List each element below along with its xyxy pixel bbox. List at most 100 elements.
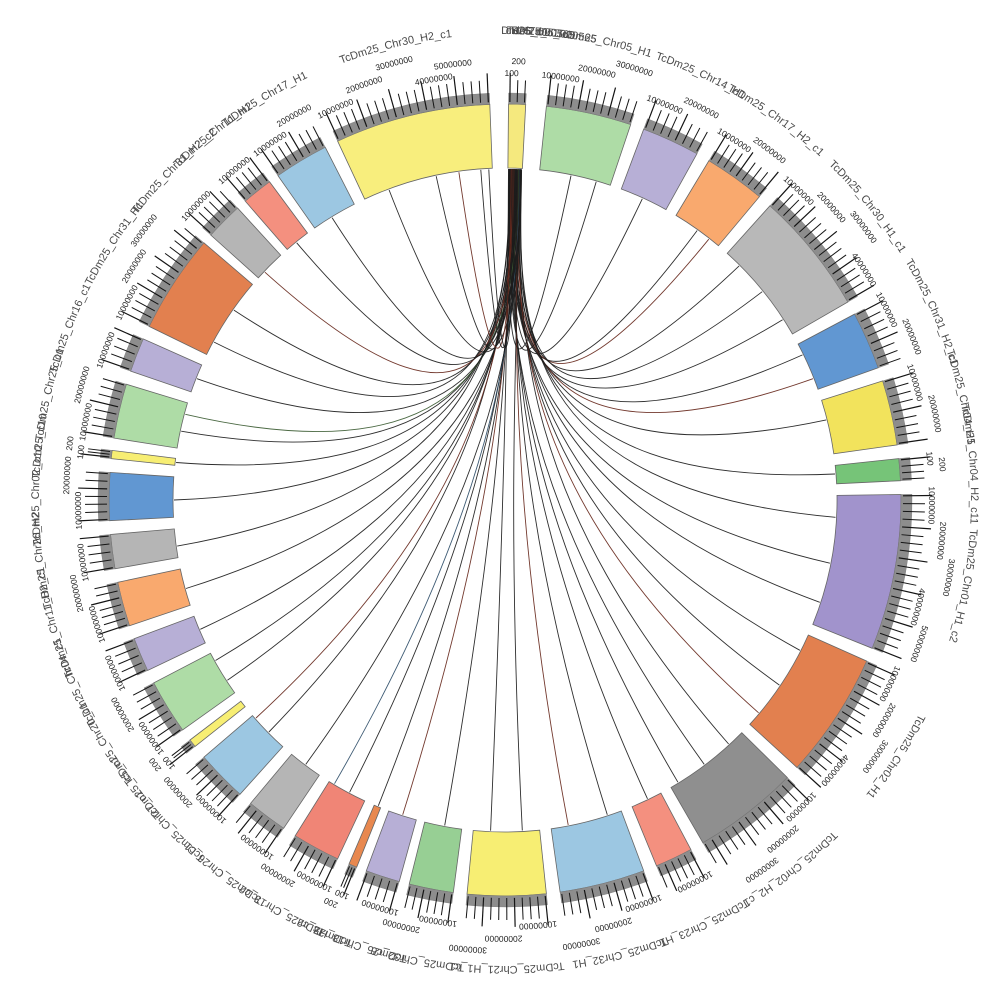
axis-tick — [837, 717, 863, 735]
axis-tick — [219, 190, 236, 208]
axis-tick — [664, 864, 678, 892]
tick-label-textpath: 200 — [64, 435, 76, 451]
axis-tick — [121, 310, 149, 325]
segment-name-label-7: TcDm25_Chr04_H2_c11 — [958, 403, 980, 524]
axis-tick — [753, 172, 769, 190]
axis-tick — [832, 257, 857, 275]
axis-tick — [889, 390, 911, 398]
axis-tick — [118, 655, 139, 665]
axis-tick — [576, 891, 582, 914]
axis-tick — [366, 103, 375, 125]
axis-tick — [751, 811, 766, 830]
axis-tick — [620, 880, 629, 902]
axis-tick — [102, 378, 125, 386]
axis-tick — [635, 875, 644, 897]
axis-tick — [893, 405, 922, 413]
axis-tick — [884, 617, 913, 628]
tick-label: 20000000 — [751, 135, 788, 166]
tick-label-textpath: 100 — [505, 68, 520, 78]
axis-tick — [98, 393, 121, 400]
tick-label: 10000000 — [193, 792, 228, 826]
axis-tick — [629, 101, 638, 123]
axis-tick — [211, 784, 228, 802]
segment-name-label-28-textpath: TcDm25_Chr16_c1 — [48, 282, 94, 374]
link-curve — [480, 169, 514, 349]
axis-tick — [462, 82, 466, 105]
axis-tick — [426, 890, 432, 913]
axis-tick — [710, 134, 727, 160]
segment-name-label-11: TcDm25_Chr23_H1 — [658, 896, 751, 948]
axis-tick — [738, 821, 757, 846]
axis-tick — [481, 897, 485, 927]
axis-tick — [887, 382, 909, 390]
segment-axis-stripe-12 — [559, 870, 648, 904]
axis-tick — [99, 604, 122, 611]
tick-label: 20000000 — [161, 775, 194, 810]
axis-tick — [902, 470, 925, 474]
tick-label-textpath: 10000000 — [418, 913, 458, 929]
axis-tick — [225, 176, 246, 200]
axis-tick — [89, 559, 112, 564]
axis-tick — [235, 176, 251, 195]
segment-axis-stripe-19 — [195, 756, 241, 803]
tick-label: 10000000 — [784, 790, 819, 824]
axis-tick — [470, 81, 474, 104]
tick-label: 20000000 — [870, 701, 898, 739]
axis-tick — [516, 80, 519, 103]
tick-label: 20000000 — [900, 317, 924, 356]
tick-label: 100 — [75, 444, 87, 459]
axis-tick — [757, 806, 773, 825]
tick-label-textpath: 30000000 — [374, 54, 414, 73]
axis-tick — [288, 131, 304, 158]
link-curve — [331, 169, 519, 359]
tick-label-textpath: 10000000 — [541, 70, 580, 85]
tick-label: 200 — [937, 457, 948, 472]
axis-tick — [889, 603, 911, 610]
link-curve — [510, 169, 679, 783]
axis-tick — [366, 875, 375, 897]
axis-tick — [235, 805, 251, 823]
axis-tick — [861, 676, 882, 688]
tick-label: 10000000 — [113, 283, 140, 322]
axis-tick — [217, 789, 233, 807]
axis-tick — [465, 896, 469, 919]
axis-tick — [247, 167, 262, 186]
tick-label: 20000000 — [109, 695, 136, 733]
tick-label: 20000000 — [594, 915, 634, 934]
axis-tick — [237, 810, 257, 834]
tick-label-textpath: 10000000 — [295, 869, 334, 895]
axis-tick — [809, 755, 827, 771]
segment-name-label-11-textpath: TcDm25_Chr23_H1 — [658, 896, 751, 948]
tick-label: 200 — [511, 56, 526, 66]
axis-tick — [356, 873, 368, 901]
axis-tick — [382, 98, 390, 120]
axis-tick — [864, 318, 885, 330]
axis-tick — [138, 704, 165, 721]
axis-tick — [731, 826, 746, 845]
tick-label-textpath: 20000000 — [381, 917, 421, 936]
axis-tick — [562, 84, 567, 107]
axis-tick — [787, 779, 809, 801]
axis-tick — [417, 889, 425, 919]
axis-tick — [260, 149, 279, 174]
axis-tick — [84, 567, 113, 574]
tick-label-textpath: 10000000 — [782, 174, 817, 208]
tick-label: 10000000 — [905, 363, 925, 403]
axis-tick — [139, 293, 159, 305]
axis-tick — [849, 697, 870, 710]
axis-tick — [136, 282, 163, 299]
segment-name-label-10: TcDm25_Chr02_H2_c1 — [741, 829, 839, 909]
axis-tick — [293, 845, 309, 872]
axis-tick — [99, 624, 128, 635]
axis-tick — [848, 284, 875, 301]
segment-name-label-10-textpath: TcDm25_Chr02_H2_c1 — [741, 829, 839, 909]
axis-tick — [114, 647, 136, 657]
axis-tick — [217, 794, 239, 817]
tick-label: 10000000 — [877, 665, 903, 704]
axis-tick — [111, 353, 133, 363]
tick-label-textpath: 30000000 — [562, 936, 601, 952]
tick-label: 50000000 — [433, 57, 472, 71]
axis-tick — [873, 342, 895, 352]
axis-tick — [763, 801, 784, 825]
tick-label: 40000000 — [908, 587, 927, 627]
